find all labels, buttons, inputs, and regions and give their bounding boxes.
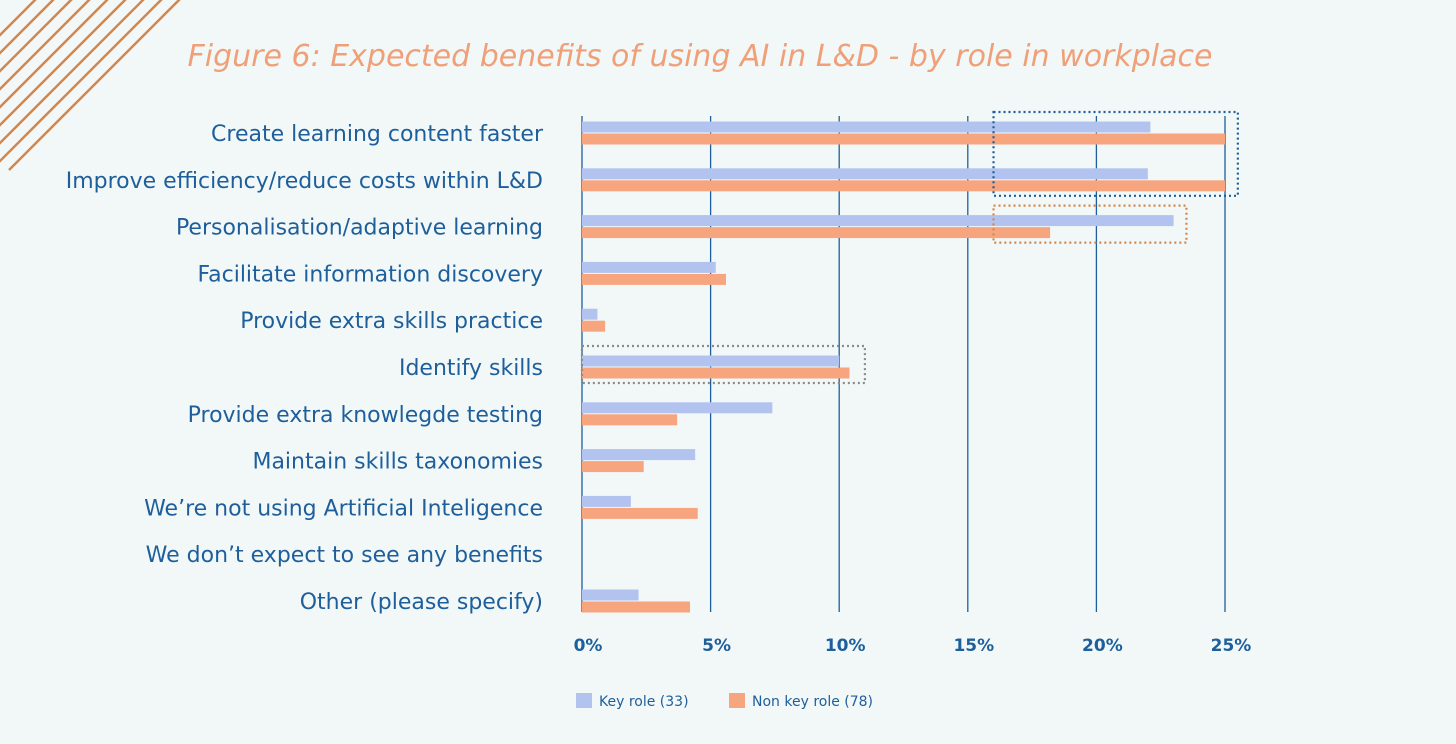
legend: Key role (33) Non key role (78)	[576, 693, 873, 710]
bar-key-role	[582, 261, 716, 273]
highlight-boxes	[580, 110, 1239, 385]
bar-non-key-role	[582, 367, 850, 379]
x-tick-label: 10%	[825, 636, 866, 656]
x-tick-label: 20%	[1082, 636, 1123, 656]
category-label: Provide extra knowlegde testing	[188, 403, 543, 428]
legend-label: Non key role (78)	[752, 694, 873, 710]
bar-key-role	[582, 449, 696, 461]
decor-stripe	[0, 0, 37, 37]
decor-stripe	[0, 0, 55, 55]
bar-non-key-role	[582, 227, 1051, 239]
bar-key-role	[582, 495, 631, 507]
bar-key-role	[582, 308, 598, 320]
category-label: Facilitate information discovery	[198, 262, 544, 287]
legend-swatch	[576, 693, 592, 708]
highlight-box	[992, 204, 1188, 244]
bar-non-key-role	[582, 133, 1225, 145]
bar-key-role	[582, 355, 840, 367]
bar-key-role	[582, 215, 1174, 227]
x-tick-label: 0%	[574, 636, 603, 656]
highlight-box	[580, 344, 867, 385]
highlight-box	[992, 110, 1239, 197]
bar-key-role	[582, 589, 639, 601]
decor-stripe	[0, 0, 109, 109]
bar-key-role	[582, 168, 1148, 180]
x-tick-label: 15%	[953, 636, 994, 656]
category-labels: Create learning content faster Improve ef…	[66, 122, 544, 615]
bar-non-key-role	[582, 601, 691, 613]
bar-non-key-role	[582, 461, 644, 473]
chart-title: Figure 6: Expected benefits of using AI …	[188, 39, 1213, 74]
decor-stripe	[0, 0, 145, 145]
category-label: Create learning content faster	[211, 122, 544, 147]
category-label: Maintain skills taxonomies	[252, 450, 543, 475]
category-label: We don’t expect to see any benefits	[146, 543, 543, 568]
x-tick-label: 5%	[702, 636, 731, 656]
legend-swatch	[729, 693, 745, 708]
x-tick-labels: 0% 5% 10% 15% 20% 25%	[574, 636, 1252, 656]
bar-non-key-role	[582, 180, 1225, 192]
category-label: Other (please specify)	[300, 590, 543, 615]
x-tick-label: 25%	[1211, 636, 1252, 656]
bar-non-key-role	[582, 507, 698, 519]
bar-key-role	[582, 402, 773, 414]
bar-non-key-role	[582, 273, 727, 285]
bar-key-role	[582, 121, 1151, 133]
decorative-stripes	[0, 0, 181, 171]
category-label: Personalisation/adaptive learning	[176, 216, 543, 241]
category-label: Improve efficiency/reduce costs within L…	[66, 169, 543, 194]
decor-stripe	[8, 0, 181, 171]
bars	[582, 121, 1225, 613]
decor-stripe	[0, 0, 91, 91]
category-label: We’re not using Artificial Inteligence	[144, 496, 543, 521]
decor-stripe	[0, 0, 127, 127]
category-label: Provide extra skills practice	[240, 309, 543, 334]
decor-stripe	[0, 0, 163, 163]
category-label: Identify skills	[399, 356, 543, 381]
decor-stripe	[0, 0, 73, 73]
bar-non-key-role	[582, 320, 606, 332]
legend-label: Key role (33)	[599, 694, 689, 710]
bar-non-key-role	[582, 414, 678, 426]
